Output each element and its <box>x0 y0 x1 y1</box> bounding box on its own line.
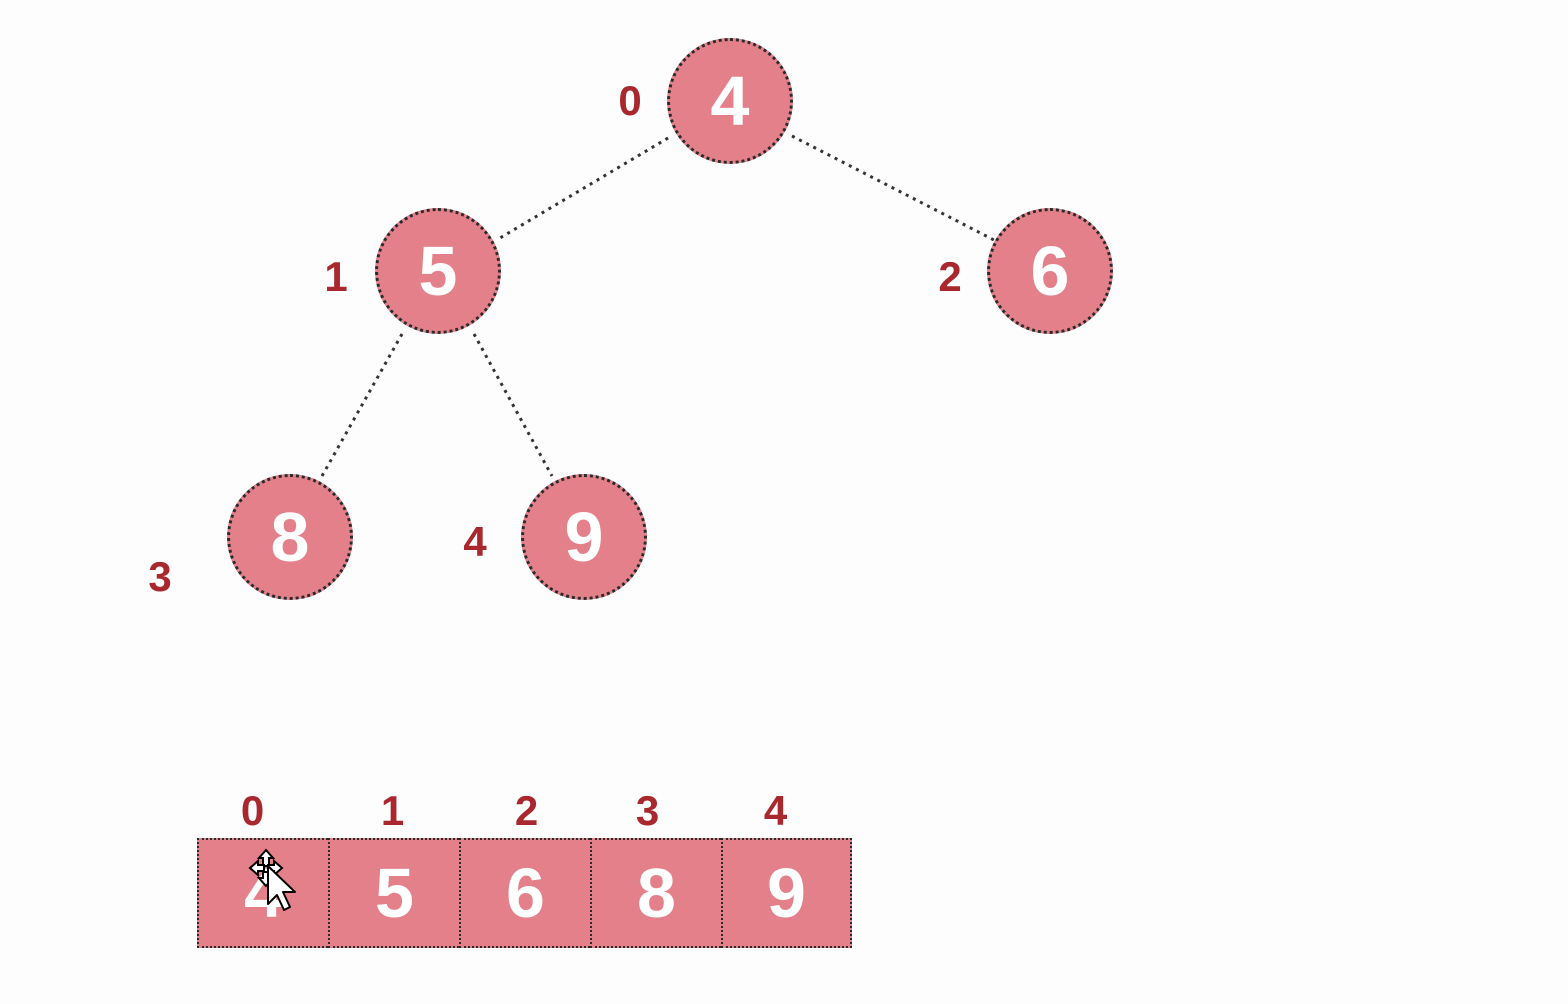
tree-node-4: 9 <box>521 474 647 600</box>
array-cell-2: 6 <box>459 838 590 948</box>
array-index-2: 2 <box>514 787 539 834</box>
tree-index-2: 2 <box>938 253 962 300</box>
array-cell-4: 9 <box>721 838 852 948</box>
array-cell-3: 8 <box>590 838 721 948</box>
tree-node-2: 6 <box>987 208 1113 334</box>
edge-0-1 <box>499 136 669 240</box>
tree-node-0: 4 <box>667 38 793 164</box>
edge-0-2 <box>791 134 995 242</box>
tree-node-1: 5 <box>375 208 501 334</box>
array-index-4: 4 <box>763 787 788 834</box>
tree-node-3: 8 <box>227 474 353 600</box>
array-cell-1: 5 <box>328 838 459 948</box>
tree-index-3: 3 <box>148 553 172 600</box>
tree-index-0: 0 <box>618 77 642 124</box>
tree-index-4: 4 <box>463 518 487 565</box>
edge-1-3 <box>320 333 404 477</box>
array-index-1: 1 <box>380 787 405 834</box>
edge-1-4 <box>472 333 554 477</box>
array-index-0: 0 <box>240 787 265 834</box>
array-index-3: 3 <box>635 787 660 834</box>
move-cursor-icon <box>248 848 296 911</box>
tree-index-1: 1 <box>324 253 348 300</box>
